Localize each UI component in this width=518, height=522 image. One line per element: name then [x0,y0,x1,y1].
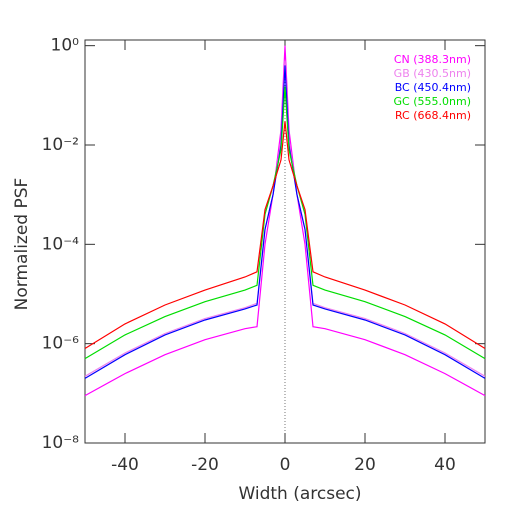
y-tick-label: 10⁻⁸ [42,433,80,453]
y-tick-label: 10⁰ [51,36,80,56]
legend-entry: GC (555.0nm) [394,95,471,108]
y-tick-label: 10⁻⁶ [42,334,80,354]
legend-entry: RC (668.4nm) [395,109,471,122]
series-line [84,86,486,360]
legend-entry: GB (430.5nm) [394,67,471,80]
y-axis-title: Normalized PSF [12,178,32,311]
series-line [84,60,486,377]
x-tick-label: -40 [111,455,139,475]
y-tick-label: 10⁻⁴ [42,234,80,254]
legend-entry: BC (450.4nm) [395,81,471,94]
x-tick-label: 40 [434,455,456,475]
x-tick-label: 0 [280,455,291,475]
series-line [84,45,486,397]
x-tick-label: -20 [191,455,219,475]
y-tick-label: 10⁻² [42,135,79,155]
legend-entry: CN (388.3nm) [394,53,471,66]
series-line [84,121,486,350]
x-axis-title: Width (arcsec) [238,484,361,504]
x-tick-label: 20 [354,455,376,475]
series-line [84,65,486,379]
